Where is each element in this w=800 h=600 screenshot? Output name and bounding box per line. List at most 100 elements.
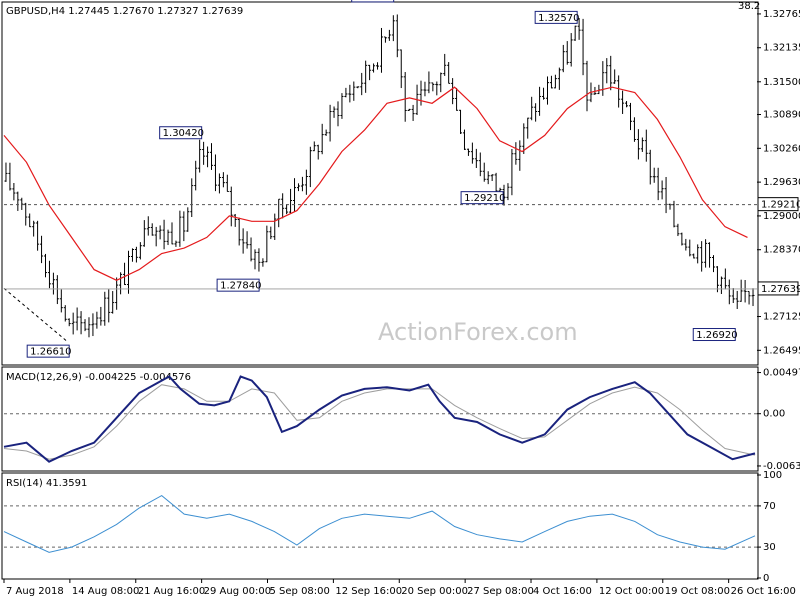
price-annotation: 1.27840 [216,278,261,292]
candle [708,242,712,268]
current-price-label: 1.27639 [761,284,800,295]
candle [443,53,447,76]
candle [379,27,383,73]
candle [427,71,431,94]
rsi-line [3,494,756,553]
candle [158,225,162,240]
candle [47,260,51,289]
annotation-label: 1.30420 [163,128,204,139]
candle [63,305,67,322]
rsi-tick-label: 70 [763,501,776,512]
candle [423,81,427,97]
candle [478,152,482,177]
candle [364,60,368,93]
candle [439,72,443,93]
candle [233,213,237,227]
candle [16,191,20,211]
price-annotation: 1.32570 [534,10,580,24]
price-annotation: 1.29210 [460,191,505,205]
candle [281,193,285,219]
symbol-header: GBPUSD,H4 1.27445 1.27670 1.27327 1.2763… [6,6,243,17]
candle [79,311,83,335]
price-tick-label: 1.28370 [763,245,800,256]
candle [585,60,589,112]
level-label: 1.29210 [761,200,800,211]
candle [4,162,8,182]
candle [245,231,249,249]
candle [545,76,549,105]
macd-tick-label: 0.00 [763,409,785,420]
candle [743,280,747,303]
candle [127,250,131,294]
candle [553,74,557,89]
candle [293,178,297,213]
candle [154,226,158,247]
candle [530,96,534,121]
candle [249,237,253,262]
watermark: ActionForex.com [378,318,578,346]
candle [273,213,277,241]
candle [522,123,526,154]
candle [470,142,474,164]
candle [640,137,644,152]
candle [87,317,91,338]
candle [561,44,565,73]
candle [206,146,210,168]
annotation-box [159,126,203,140]
candle [573,25,577,41]
candle [625,101,629,108]
candle [28,213,32,228]
candle [526,117,530,139]
rsi-tick-label: 100 [763,470,782,481]
candle [44,253,48,278]
candle [435,81,439,96]
time-tick-label: 26 Oct 16:00 [731,586,796,597]
candle [194,160,198,191]
candle [253,249,257,270]
candle [692,253,696,259]
time-tick-label: 12 Sep 16:00 [335,586,402,597]
candle [376,62,380,70]
candle [352,81,356,101]
candle [542,87,546,100]
candle [67,318,71,327]
candle [372,63,376,73]
candles [4,14,755,338]
candle [55,275,59,305]
candle [182,211,186,242]
candle [166,229,170,246]
annotation-label: 1.26920 [696,330,737,341]
candle [356,86,360,89]
candle [312,141,316,152]
candle [403,72,407,122]
candle [700,241,704,272]
moving-average [3,86,748,343]
current-price-box [757,281,799,296]
macd-panel: 0.004971 0.00 -0.006311 [3,368,800,472]
candle [621,90,625,114]
candle [8,162,12,191]
candle [399,49,403,89]
time-tick-label: 5 Sep 08:00 [270,586,330,597]
candle [261,258,265,267]
price-tick-label: 1.32765 [763,9,800,20]
candle [83,319,87,332]
candle [115,277,119,310]
candle [344,87,348,98]
candle [609,55,613,91]
candle [391,15,395,42]
candle [71,312,75,335]
candle [387,29,391,41]
annotation-box [26,344,70,358]
candle [727,279,731,305]
candle [581,18,585,76]
candle [514,142,518,165]
candle [304,169,308,195]
candle [332,106,336,118]
annotation-label: 1.26610 [30,347,71,358]
candle [652,167,656,183]
candle [320,123,324,155]
candle [190,178,194,218]
annotation-box [534,10,578,24]
candle [656,167,660,201]
